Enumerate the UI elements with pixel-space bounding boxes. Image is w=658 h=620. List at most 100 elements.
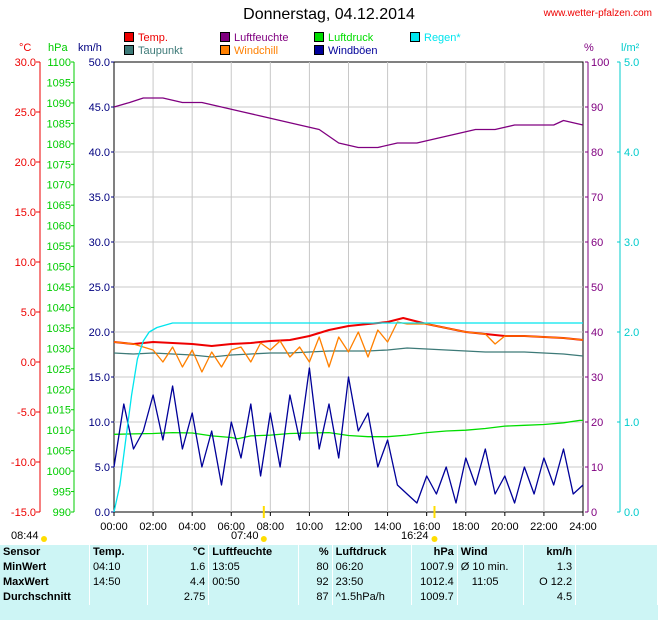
legend-swatch <box>124 45 134 55</box>
stats-table: Sensor Temp. °C Luftfeuchte % Luftdruck … <box>0 545 658 620</box>
stats-temp-time: 04:10 <box>89 560 148 575</box>
pct-axis-tick-label: 80 <box>591 147 603 159</box>
x-axis-tick-label: 10:00 <box>296 521 324 533</box>
stats-header-humidity: Luftfeuchte <box>208 545 299 560</box>
x-axis-tick-label: 12:00 <box>335 521 363 533</box>
hpa-axis-tick-label: 1090 <box>47 98 71 110</box>
pct-axis-tick-label: 30 <box>591 372 603 384</box>
kmh-axis-tick-label: 0.0 <box>95 507 110 519</box>
legend-item: Luftdruck <box>314 32 373 44</box>
x-axis-tick-label: 20:00 <box>491 521 519 533</box>
stats-header-temp: Temp. <box>89 545 148 560</box>
hpa-axis-tick-label: 1075 <box>47 159 71 171</box>
chart-overlay <box>41 506 438 542</box>
kmh-axis-tick-label: 45.0 <box>89 102 110 114</box>
pct-axis-tick-label: 0 <box>591 507 597 519</box>
stats-row-label: MinWert <box>0 560 90 575</box>
hpa-axis-tick-label: 1010 <box>47 425 71 437</box>
temp-axis-tick-label: 15.0 <box>15 207 36 219</box>
series-line-regen- <box>113 322 583 513</box>
kmh-axis-tick-label: 20.0 <box>89 327 110 339</box>
stats-humidity-time: 13:05 <box>208 560 299 575</box>
hpa-axis-tick-label: 1050 <box>47 262 71 274</box>
legend-item: Windchill <box>220 45 278 57</box>
legend-swatch <box>220 32 230 42</box>
x-axis-tick-label: 14:00 <box>374 521 402 533</box>
temp-axis-tick-label: 20.0 <box>15 157 36 169</box>
stats-pressure-value: 1009.7 <box>411 590 458 605</box>
temp-axis-tick-label: -10.0 <box>11 457 36 469</box>
stats-row-average: Durchschnitt 2.75 87 ^1.5hPa/h 1009.7 4.… <box>0 590 658 605</box>
kmh-axis-tick-label: 50.0 <box>89 57 110 69</box>
stats-header-temp-unit: °C <box>147 545 210 560</box>
legend-label: Temp. <box>138 32 168 44</box>
series-line-windb-en <box>113 367 584 504</box>
legend-item: Temp. <box>124 32 168 44</box>
hpa-axis-tick-label: 1000 <box>47 466 71 478</box>
series-line-windchill <box>113 321 584 373</box>
stats-wind-label: Ø 10 min. <box>457 560 524 575</box>
pct-axis-tick-label: 50 <box>591 282 603 294</box>
stats-pressure-value: 1007.9 <box>411 560 458 575</box>
kmh-axis-tick-label: 10.0 <box>89 417 110 429</box>
legend-swatch <box>314 32 324 42</box>
x-axis-tick-label: 18:00 <box>452 521 480 533</box>
x-axis-tick-label: 24:00 <box>569 521 597 533</box>
hpa-axis-tick-label: 1055 <box>47 241 71 253</box>
hpa-axis-unit: hPa <box>48 42 68 54</box>
hpa-axis-tick-label: 995 <box>53 487 71 499</box>
hpa-axis-tick-label: 1030 <box>47 343 71 355</box>
kmh-axis-tick-label: 25.0 <box>89 282 110 294</box>
pct-axis-tick-label: 40 <box>591 327 603 339</box>
x-axis-tick-label: 04:00 <box>178 521 206 533</box>
temp-axis-tick-label: 5.0 <box>21 307 36 319</box>
chart-title: Donnerstag, 04.12.2014 <box>243 6 415 23</box>
stats-pressure-time: ^1.5hPa/h <box>332 590 413 605</box>
stats-header-row: Sensor Temp. °C Luftfeuchte % Luftdruck … <box>0 545 658 560</box>
stats-header-sensor: Sensor <box>0 545 90 560</box>
x-axis-tick-label: 16:00 <box>413 521 441 533</box>
temp-axis-tick-label: -15.0 <box>11 507 36 519</box>
stats-wind-value: 4.5 <box>523 590 577 605</box>
hpa-axis-tick-label: 990 <box>53 507 71 519</box>
temp-axis-unit: °C <box>19 42 31 54</box>
stats-temp-time: 14:50 <box>89 575 148 590</box>
hpa-axis-tick-label: 1035 <box>47 323 71 335</box>
rain-axis-tick-label: 3.0 <box>624 237 639 249</box>
hpa-axis-tick-label: 1045 <box>47 282 71 294</box>
sunset-time: 16:24 <box>401 530 429 542</box>
stats-wind-label <box>457 590 524 605</box>
hpa-axis-tick-label: 1080 <box>47 139 71 151</box>
stats-temp-value: 2.75 <box>147 590 210 605</box>
kmh-axis-tick-label: 30.0 <box>89 237 110 249</box>
legend-swatch <box>124 32 134 42</box>
kmh-axis-tick-label: 5.0 <box>95 462 110 474</box>
stats-header-wind: Wind <box>457 545 524 560</box>
stats-temp-value: 1.6 <box>147 560 210 575</box>
pct-axis-tick-label: 20 <box>591 417 603 429</box>
pct-axis-tick-label: 100 <box>591 57 609 69</box>
hpa-axis-tick-label: 1025 <box>47 364 71 376</box>
rain-axis-tick-label: 4.0 <box>624 147 639 159</box>
stats-row-max: MaxWert 14:50 4.4 00:50 92 23:50 1012.4 … <box>0 575 658 590</box>
x-axis-tick-label: 08:00 <box>257 521 285 533</box>
stats-temp-value: 4.4 <box>147 575 210 590</box>
weather-chart: 30.0 25.0 20.0 15.0 10.0 5.0 0.0 -5.0 -10.0 -15.0… <box>11 42 640 542</box>
hpa-axis-tick-label: 1085 <box>47 118 71 130</box>
stats-row-label: Durchschnitt <box>0 590 90 605</box>
legend-label: Windböen <box>328 45 378 57</box>
kmh-axis-tick-label: 40.0 <box>89 147 110 159</box>
stats-header-pressure: Luftdruck <box>332 545 413 560</box>
stats-header-humidity-unit: % <box>298 545 333 560</box>
source-link[interactable]: www.wetter-pfalzen.com <box>543 8 652 19</box>
legend-label: Luftdruck <box>328 32 374 44</box>
pct-axis-tick-label: 10 <box>591 462 603 474</box>
kmh-axis-tick-label: 35.0 <box>89 192 110 204</box>
stats-humidity-value: 87 <box>298 590 333 605</box>
hpa-axis-tick-label: 1070 <box>47 180 71 192</box>
rain-axis-tick-label: 5.0 <box>624 57 639 69</box>
hpa-axis-tick-label: 1040 <box>47 302 71 314</box>
kmh-axis-unit: km/h <box>78 42 102 54</box>
stats-header-pressure-unit: hPa <box>411 545 458 560</box>
hpa-axis-tick-label: 1095 <box>47 77 71 89</box>
